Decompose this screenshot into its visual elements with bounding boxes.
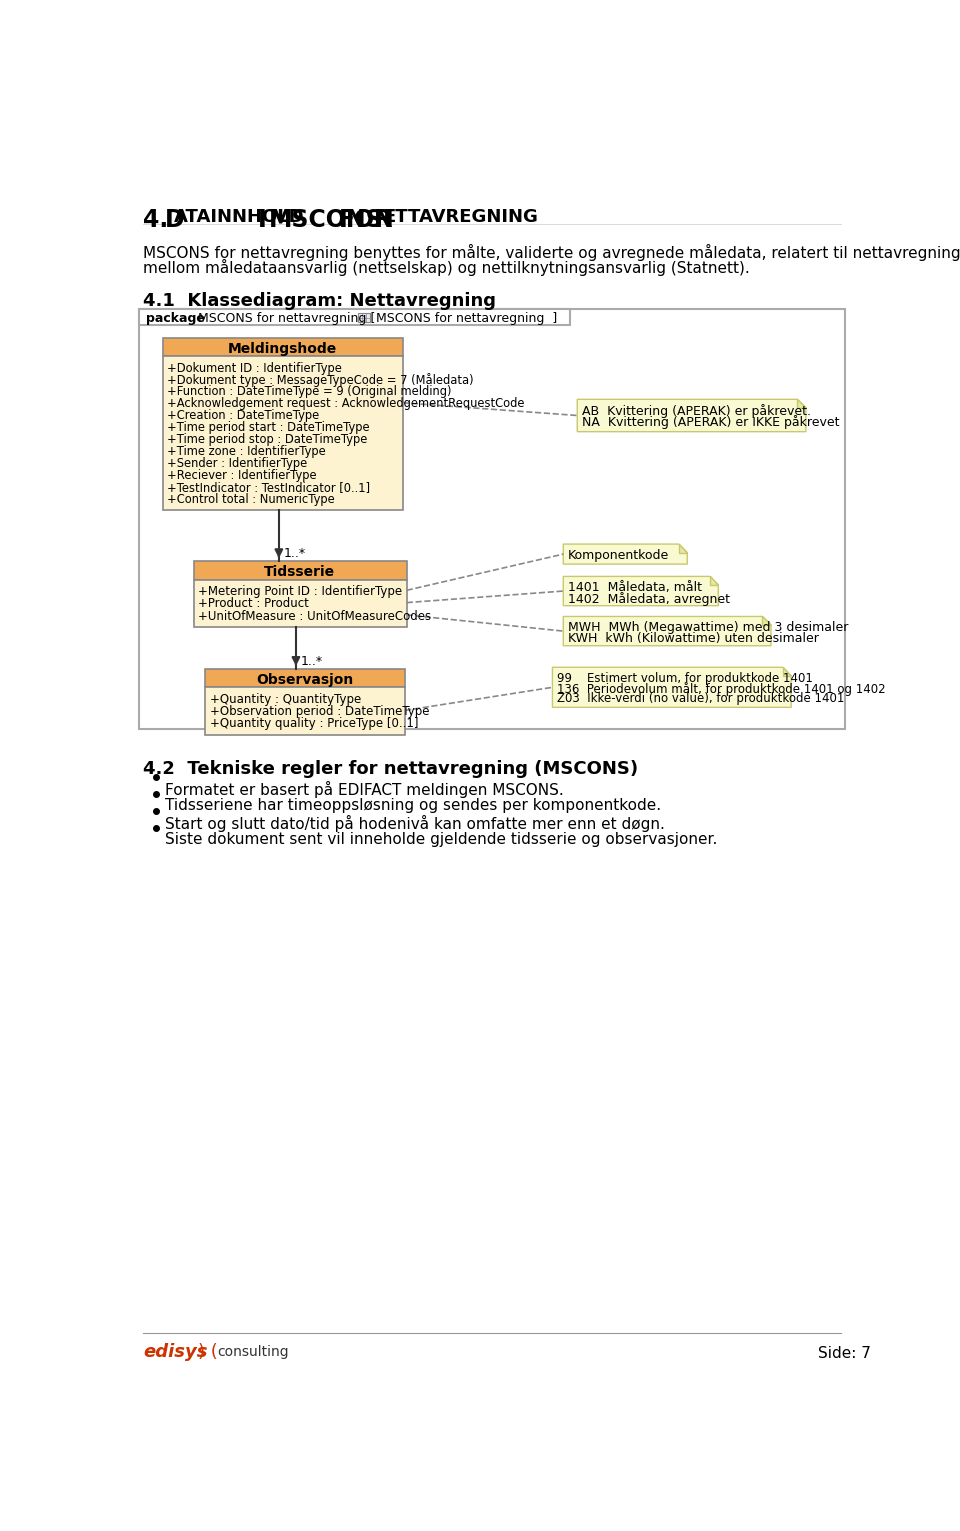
Text: +Metering Point ID : IdentifierType: +Metering Point ID : IdentifierType (199, 585, 402, 599)
Text: +UnitOfMeasure : UnitOfMeasureCodes: +UnitOfMeasure : UnitOfMeasureCodes (199, 609, 431, 623)
Text: edisys: edisys (143, 1343, 207, 1361)
Polygon shape (564, 576, 718, 606)
Text: I: I (258, 208, 267, 233)
Bar (162, 338, 403, 357)
Text: +Quantity : QuantityType: +Quantity : QuantityType (210, 692, 361, 706)
Bar (139, 309, 569, 325)
Text: 4.: 4. (143, 208, 169, 233)
Polygon shape (798, 400, 805, 407)
Bar (358, 312, 370, 323)
Text: 1402  Måledata, avregnet: 1402 Måledata, avregnet (568, 592, 730, 606)
Text: Meldingshode: Meldingshode (228, 341, 337, 355)
Bar (205, 687, 405, 735)
Text: +Time period stop : DateTimeType: +Time period stop : DateTimeType (167, 433, 368, 446)
Text: ) (: ) ( (198, 1343, 217, 1361)
Polygon shape (782, 668, 791, 675)
Text: ATAINNHOLD: ATAINNHOLD (174, 208, 304, 227)
Text: 1..*: 1..* (300, 655, 323, 668)
Text: package: package (146, 312, 204, 325)
Text: +Sender : IdentifierType: +Sender : IdentifierType (167, 458, 307, 470)
Text: +Function : DateTimeType = 9 (Original melding): +Function : DateTimeType = 9 (Original m… (167, 386, 452, 398)
Text: KWH  kWh (Kilowattime) uten desimaler: KWH kWh (Kilowattime) uten desimaler (568, 632, 819, 645)
Text: Start og slutt dato/tid på hodenivå kan omfatte mer enn et døgn.: Start og slutt dato/tid på hodenivå kan … (165, 814, 665, 833)
Text: Z03  Ikke-verdi (no value), for produktkode 1401: Z03 Ikke-verdi (no value), for produktko… (557, 692, 845, 706)
Text: MWH  MWh (Megawattime) med 3 desimaler: MWH MWh (Megawattime) med 3 desimaler (568, 622, 849, 634)
Polygon shape (709, 576, 718, 585)
Text: MSCONS for nettavregning  ]: MSCONS for nettavregning ] (372, 312, 557, 325)
Bar (194, 560, 407, 580)
Text: 99    Estimert volum, for produktkode 1401: 99 Estimert volum, for produktkode 1401 (557, 672, 813, 684)
Text: 4.1  Klassediagram: Nettavregning: 4.1 Klassediagram: Nettavregning (143, 291, 496, 309)
Polygon shape (679, 544, 687, 553)
Text: Tidsserie: Tidsserie (264, 565, 335, 579)
Text: +Control total : NumericType: +Control total : NumericType (167, 493, 335, 505)
Text: +Time zone : IdentifierType: +Time zone : IdentifierType (167, 446, 326, 458)
Text: +Reciever : IdentifierType: +Reciever : IdentifierType (167, 468, 317, 482)
Text: ETTAVREGNING: ETTAVREGNING (383, 208, 539, 227)
Text: 136  Periodevolum målt, for produktkode 1401 og 1402: 136 Periodevolum målt, for produktkode 1… (557, 681, 886, 697)
Text: 1401  Måledata, målt: 1401 Måledata, målt (568, 582, 702, 594)
Bar (139, 309, 845, 729)
Polygon shape (552, 668, 791, 707)
Bar (194, 580, 407, 628)
Bar (205, 669, 405, 687)
Text: N: N (373, 208, 394, 233)
Text: MSCONS: MSCONS (269, 208, 384, 233)
Text: D: D (165, 208, 184, 233)
Text: +Acknowledgement request : AcknowledgementRequestCode: +Acknowledgement request : Acknowledgeme… (167, 398, 525, 410)
Text: +Dokument type : MessageTypeCode = 7 (Måledata): +Dokument type : MessageTypeCode = 7 (Må… (167, 374, 474, 387)
Bar (162, 357, 403, 510)
Text: +Creation : DateTimeType: +Creation : DateTimeType (167, 409, 320, 423)
Text: +Dokument ID : IdentifierType: +Dokument ID : IdentifierType (167, 361, 342, 375)
Text: Side: 7: Side: 7 (818, 1346, 871, 1361)
Text: Formatet er basert på EDIFACT meldingen MSCONS.: Formatet er basert på EDIFACT meldingen … (165, 781, 564, 798)
Text: NA  Kvittering (APERAK) er IKKE påkrevet: NA Kvittering (APERAK) er IKKE påkrevet (582, 415, 839, 429)
Text: Komponentkode: Komponentkode (568, 548, 669, 562)
Text: 4.2  Tekniske regler for nettavregning (MSCONS): 4.2 Tekniske regler for nettavregning (M… (143, 759, 638, 778)
Text: 1..*: 1..* (283, 547, 305, 560)
Text: +Time period start : DateTimeType: +Time period start : DateTimeType (167, 421, 370, 435)
Text: +Observation period : DateTimeType: +Observation period : DateTimeType (210, 704, 429, 718)
Polygon shape (564, 544, 687, 563)
Text: Observasjon: Observasjon (256, 672, 354, 687)
Polygon shape (577, 400, 805, 432)
Text: AB  Kvittering (APERAK) er påkrevet.: AB Kvittering (APERAK) er påkrevet. (582, 404, 811, 418)
Text: Tidsseriene har timeoppsløsning og sendes per komponentkode.: Tidsseriene har timeoppsløsning og sende… (165, 798, 661, 813)
Text: +Quantity quality : PriceType [0..1]: +Quantity quality : PriceType [0..1] (210, 718, 419, 730)
Text: +Product : Product: +Product : Product (199, 597, 309, 611)
Text: +TestIndicator : TestIndicator [0..1]: +TestIndicator : TestIndicator [0..1] (167, 481, 371, 495)
Polygon shape (564, 617, 771, 646)
Polygon shape (762, 617, 771, 625)
Text: MSCONS for nettavregning benyttes for målte, validerte og avregnede måledata, re: MSCONS for nettavregning benyttes for må… (143, 243, 960, 260)
Text: MSCONS for nettavregning [: MSCONS for nettavregning [ (194, 312, 375, 325)
Text: Siste dokument sent vil inneholde gjeldende tidsserie og observasjoner.: Siste dokument sent vil inneholde gjelde… (165, 831, 717, 847)
Text: consulting: consulting (217, 1344, 289, 1360)
Text: mellom måledataansvarlig (nettselskap) og nettilknytningsansvarlig (Statnett).: mellom måledataansvarlig (nettselskap) o… (143, 259, 750, 276)
Text: FOR: FOR (339, 208, 393, 233)
